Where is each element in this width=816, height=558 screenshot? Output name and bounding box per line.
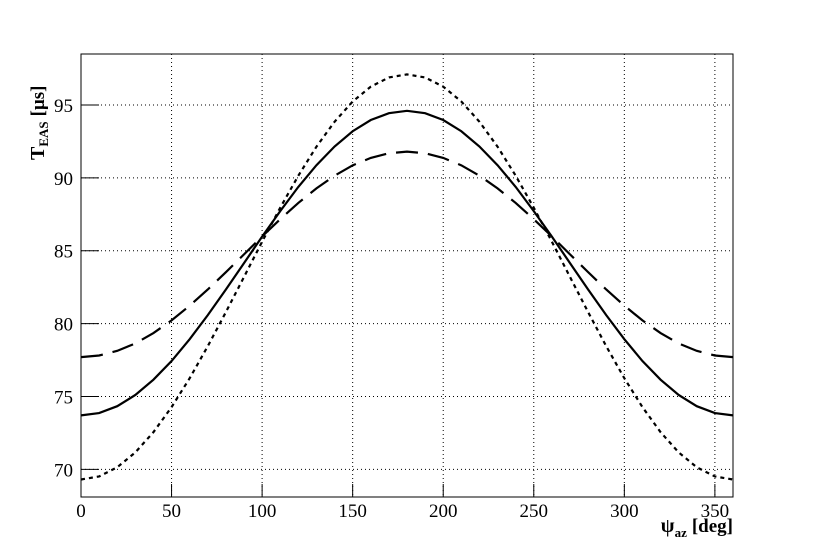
x-tick-label: 50 [162,501,181,522]
x-title-main: ψ [661,515,675,537]
x-tick-label: 300 [610,501,639,522]
y-tick-label: 75 [54,387,73,408]
x-title-unit: [deg] [692,516,733,537]
x-tick-label: 350 [701,501,730,522]
y-axis-title: TEAS [μs] [27,86,51,160]
x-tick-label: 150 [338,501,367,522]
y-tick-label: 95 [54,96,73,117]
y-title-unit: [μs] [28,86,49,117]
curve [80,109,734,417]
y-tick-label: 90 [54,169,73,190]
plot-frame [80,53,734,498]
x-title-sub: az [675,525,688,540]
x-axis-title: ψaz [deg] [661,515,733,540]
curve [80,150,734,359]
x-tick-label: 200 [429,501,458,522]
curve [80,73,734,481]
y-tick-label: 70 [54,460,73,481]
y-title-main: T [27,146,49,160]
x-tick-label: 100 [248,501,277,522]
x-tick-label: 250 [520,501,549,522]
x-tick-label: 0 [76,501,86,522]
y-tick-label: 85 [54,242,73,263]
y-tick-label: 80 [54,315,73,336]
y-title-sub: EAS [36,121,51,146]
